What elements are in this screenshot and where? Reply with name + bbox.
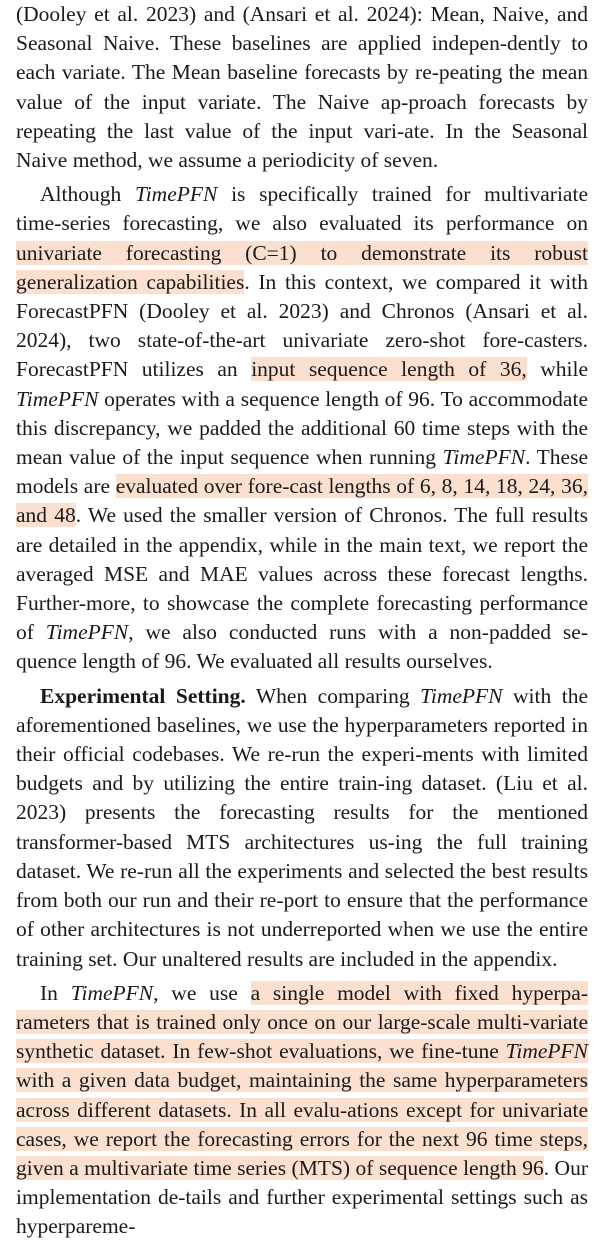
highlight-single-model: a single model with fixed hyperpa-ramete… <box>16 980 588 1064</box>
paper-text-column: (Dooley et al. 2023) and (Ansari et al. … <box>16 0 588 1247</box>
paragraph-implementation: In TimePFN, we use a single model with f… <box>16 979 588 1242</box>
model-name: TimePFN <box>45 620 129 645</box>
text-span: , we use <box>153 980 251 1005</box>
highlight-sequence-length: input sequence length of 36, <box>251 357 527 382</box>
model-name: TimePFN <box>420 683 503 708</box>
text-span: is specifically trained for multivariate… <box>16 182 588 236</box>
text-span: while <box>526 357 588 382</box>
text-span: When comparing <box>245 683 421 708</box>
paragraph-univariate: Although TimePFN is specifically trained… <box>16 180 588 676</box>
model-name: TimePFN <box>134 182 218 207</box>
model-name: TimePFN <box>442 445 526 470</box>
model-name-highlighted: TimePFN <box>505 1039 588 1064</box>
text-span: . In this context, we compared it with F… <box>16 269 588 382</box>
text-span: . We used the smaller version of Chronos… <box>16 503 588 645</box>
text-span: In <box>40 980 71 1005</box>
text-span: . These models are <box>16 445 588 499</box>
text-span: Although <box>40 182 135 207</box>
paragraph-baselines: (Dooley et al. 2023) and (Ansari et al. … <box>16 0 588 175</box>
text-span: , we also conducted runs with a non-padd… <box>16 620 588 674</box>
text-span: operates with a sequence length of 96. T… <box>16 386 588 470</box>
section-heading: Experimental Setting. <box>40 683 246 708</box>
highlight-single-model-cont: with a given data budget, maintaining th… <box>16 1068 588 1180</box>
model-name: TimePFN <box>70 980 154 1005</box>
text-span: with the aforementioned baselines, we us… <box>16 683 588 971</box>
paragraph-experimental-setting: Experimental Setting. When comparing Tim… <box>16 682 588 974</box>
model-name: TimePFN <box>16 386 99 411</box>
text-baselines: (Dooley et al. 2023) and (Ansari et al. … <box>16 2 588 173</box>
